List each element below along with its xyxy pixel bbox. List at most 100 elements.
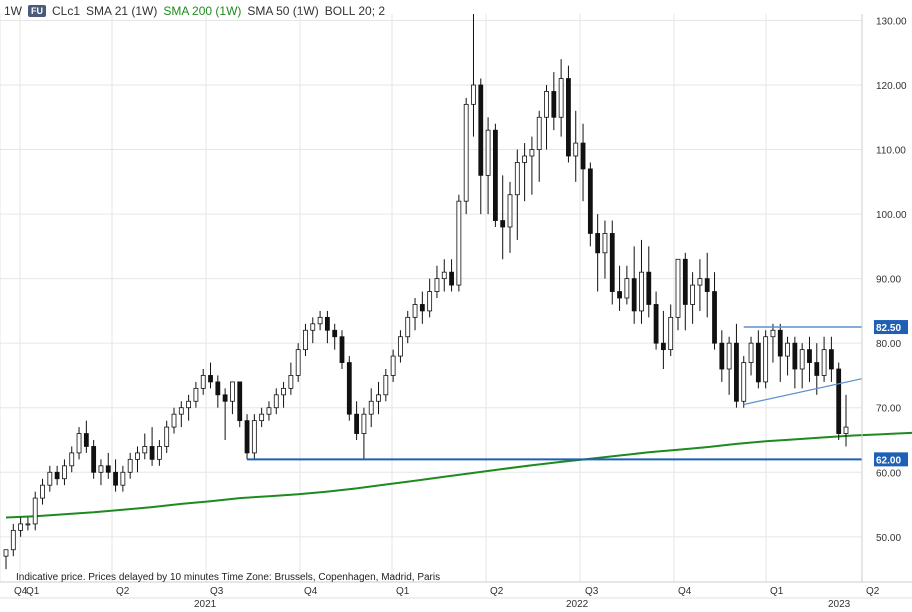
candle-body <box>492 129 498 221</box>
candle-body <box>230 381 235 402</box>
level-label-bg <box>874 320 908 335</box>
candle-body <box>427 291 433 312</box>
candle-body <box>324 316 330 331</box>
candle-body <box>639 271 644 312</box>
candle-body <box>690 284 696 305</box>
candle-body <box>551 91 557 118</box>
candle-body <box>646 271 652 305</box>
candle-body <box>281 387 286 396</box>
candle-body <box>602 233 608 254</box>
sma21-label[interactable]: SMA 21 (1W) <box>86 4 158 18</box>
candle-body <box>398 336 403 357</box>
level-label: 62.00 <box>876 455 901 466</box>
axes: 50.00 60.00 70.00 80.00 90.00 100.00 110.00 120… <box>0 14 912 610</box>
candle-body <box>62 465 67 480</box>
candle-body <box>193 387 199 402</box>
candle-body <box>770 329 776 338</box>
candle-body <box>383 375 389 396</box>
candle-body <box>785 342 790 357</box>
candle-body <box>40 484 45 499</box>
candle-body <box>836 368 842 434</box>
candle-body <box>456 200 462 286</box>
candle-body <box>164 426 170 447</box>
x-quarter-label: Q2 <box>490 586 504 597</box>
candle-body <box>186 400 192 409</box>
interval-label[interactable]: 1W <box>4 4 22 18</box>
candle-body <box>726 342 732 370</box>
candle-body <box>449 271 454 286</box>
candle-body <box>237 381 243 422</box>
candle-body <box>3 549 9 557</box>
candle-body <box>434 278 440 292</box>
candle-body <box>821 349 827 376</box>
symbol-label[interactable]: CLc1 <box>52 4 81 18</box>
candle-body <box>339 336 345 363</box>
candle-body <box>536 116 542 150</box>
candle-body <box>405 316 411 338</box>
level-lines: 82.50 62.00 <box>247 320 908 467</box>
candle-body <box>76 433 82 454</box>
candle-body <box>135 452 140 460</box>
candle-body <box>566 78 571 157</box>
candle-body <box>54 471 60 480</box>
candle-body <box>127 458 133 473</box>
sma200-label[interactable]: SMA 200 (1W) <box>163 4 242 18</box>
candle-body <box>697 278 703 286</box>
y-tick-label: 130.00 <box>876 16 907 27</box>
candle-body <box>580 142 586 170</box>
candle-body <box>675 258 681 318</box>
candle-body <box>792 342 798 370</box>
x-quarter-label: Q2 <box>866 586 880 597</box>
candle-body <box>25 523 31 526</box>
candle-body <box>617 291 622 299</box>
level-label-bg <box>874 452 908 467</box>
candle-body <box>741 362 747 402</box>
candle-body <box>595 233 601 254</box>
candle-body <box>799 349 805 370</box>
candle-body <box>69 452 75 467</box>
candle-body <box>609 233 615 292</box>
candle-body <box>171 413 177 428</box>
candle-body <box>244 420 250 454</box>
candle-body <box>259 413 265 422</box>
x-year-label: 2023 <box>828 599 851 610</box>
candle-body <box>310 323 316 331</box>
candle-body <box>120 471 126 486</box>
candle-body <box>303 329 308 351</box>
candle-body <box>376 394 381 402</box>
candle-body <box>368 400 374 415</box>
candle-body <box>98 465 104 473</box>
candle-body <box>777 329 783 357</box>
boll-label[interactable]: BOLL 20; 2 <box>324 4 386 18</box>
sma50-label[interactable]: SMA 50 (1W) <box>247 4 319 18</box>
candle-body <box>332 329 338 338</box>
candle-body <box>83 433 89 447</box>
candle-body <box>828 349 834 370</box>
x-quarter-label: Q4 <box>304 586 318 597</box>
x-year-label: 2021 <box>194 599 217 610</box>
candle-body <box>32 497 38 525</box>
futures-badge: FU <box>28 5 46 17</box>
sma200-line <box>5 431 912 519</box>
candle-body <box>105 465 111 473</box>
candle-body <box>712 291 717 344</box>
candle-body <box>668 316 674 351</box>
candle-body <box>142 446 148 454</box>
candle-body <box>149 446 155 460</box>
candle-body <box>91 446 97 473</box>
x-quarter-label: Q1 <box>770 586 784 597</box>
candle-body <box>156 446 162 460</box>
candle-body <box>47 471 53 486</box>
candle-body <box>178 407 184 415</box>
y-tick-label: 80.00 <box>876 339 901 350</box>
x-quarter-label: Q3 <box>210 586 224 597</box>
candle-body <box>682 258 688 305</box>
x-quarter-label: Q1 <box>396 586 410 597</box>
y-tick-label: 110.00 <box>876 146 906 157</box>
candle-body <box>485 129 491 176</box>
candle-body <box>624 278 630 299</box>
candle-body <box>514 162 520 196</box>
candle-body <box>208 375 213 383</box>
